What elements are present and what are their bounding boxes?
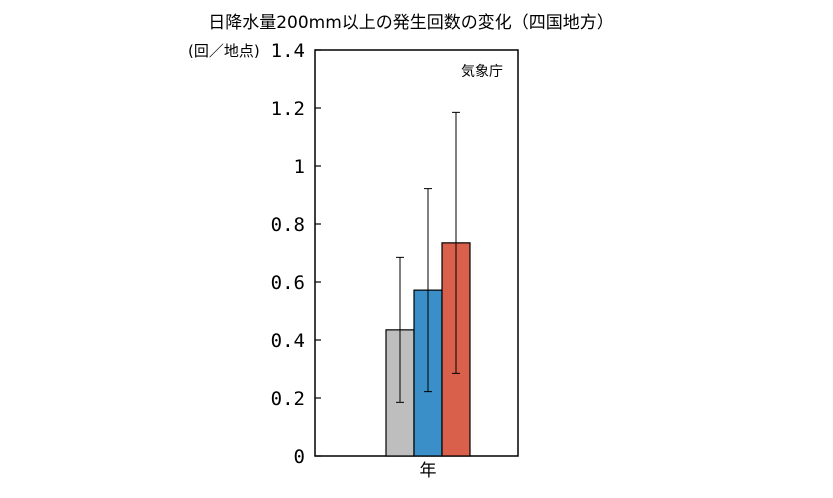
x-axis: 年 [420, 461, 437, 481]
bar-group [385, 111, 471, 457]
x-tick-label: 年 [420, 461, 437, 481]
source-label: 気象庁 [461, 64, 503, 80]
y-tick-label: 0.2 [271, 388, 305, 410]
y-tick-label: 1 [294, 156, 305, 178]
y-tick-label: 0 [294, 446, 305, 468]
y-tick-label: 0.6 [271, 272, 305, 294]
y-tick-label: 1.2 [271, 98, 305, 120]
y-axis: 0 0.2 0.4 0.6 0.8 1 1.2 1.4 [271, 40, 321, 468]
y-tick-label: 0.8 [271, 214, 305, 236]
y-axis-unit-label: (回／地点) [188, 42, 260, 60]
y-tick-label: 1.4 [271, 40, 305, 62]
y-tick-label: 0.4 [271, 330, 305, 352]
chart-title: 日降水量200mm以上の発生回数の変化（四国地方） [208, 13, 614, 33]
